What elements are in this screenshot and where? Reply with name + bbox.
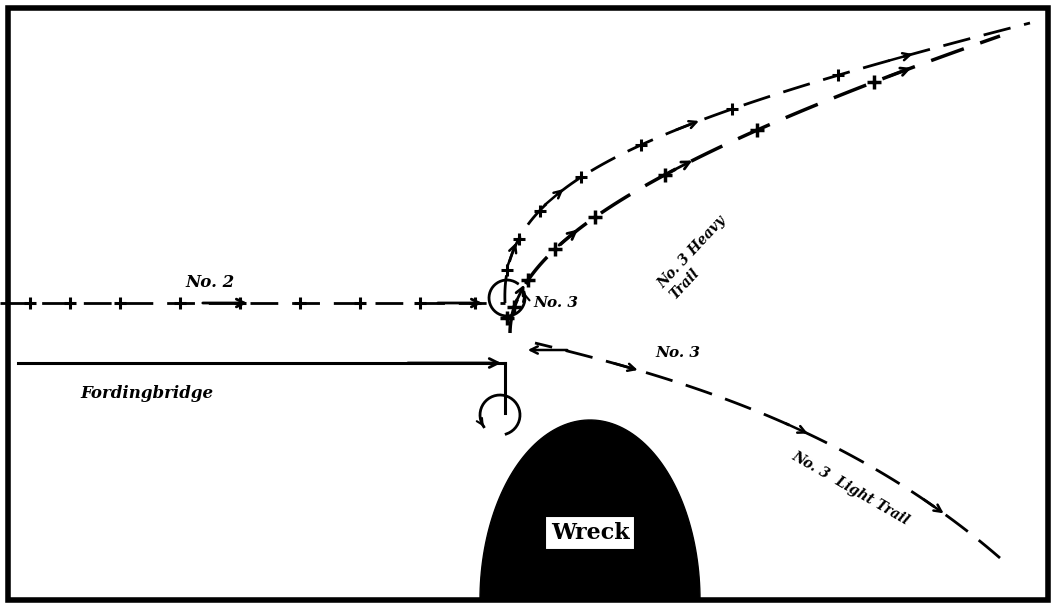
- Text: No. 3: No. 3: [533, 296, 578, 310]
- Text: Fordingbridge: Fordingbridge: [80, 385, 213, 402]
- Text: Wreck: Wreck: [550, 522, 629, 544]
- Polygon shape: [480, 420, 700, 600]
- Text: No. 3 Heavy
Trail: No. 3 Heavy Trail: [655, 213, 740, 302]
- Text: No. 3  Light Trail: No. 3 Light Trail: [789, 449, 911, 527]
- Text: No. 2: No. 2: [185, 274, 234, 291]
- Text: No. 3: No. 3: [655, 346, 700, 360]
